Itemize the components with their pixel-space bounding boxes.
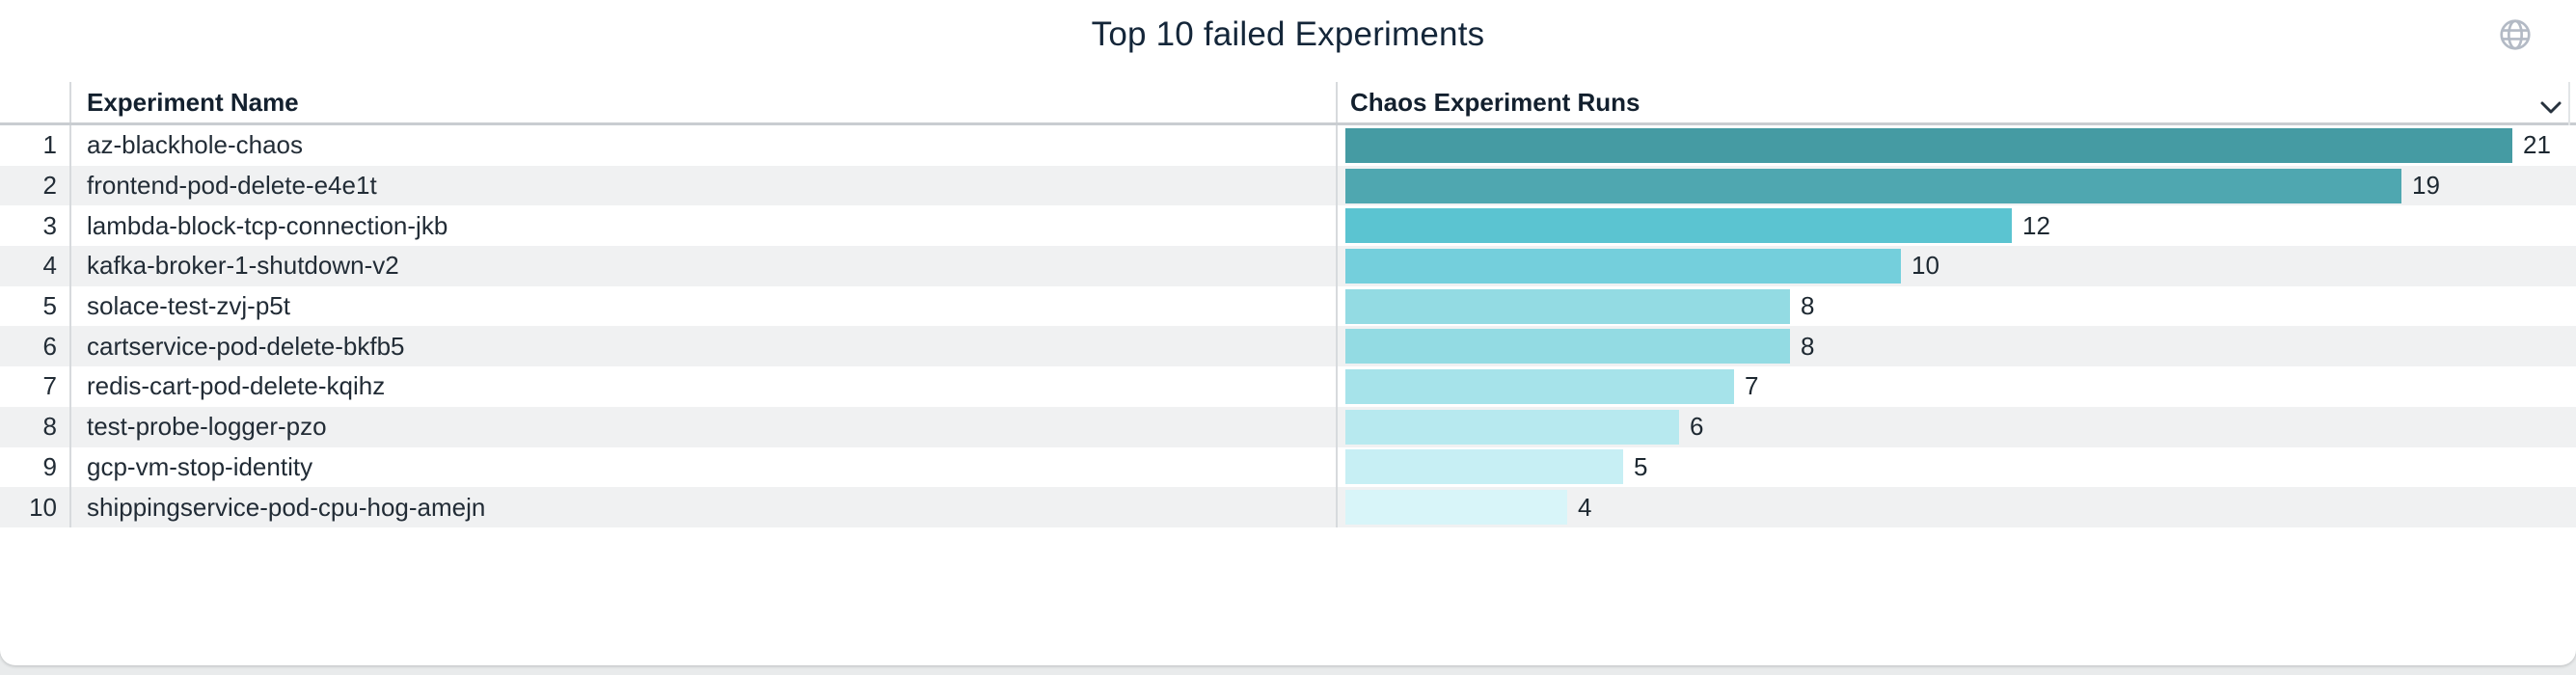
chart-title: Top 10 failed Experiments <box>1091 15 1485 53</box>
runs-cell: 12 <box>1336 205 2576 247</box>
row-rank: 10 <box>29 492 57 522</box>
run-count-bar <box>1345 127 2512 163</box>
table-row[interactable]: 2 frontend-pod-delete-e4e1t 19 <box>0 165 2576 206</box>
run-count-value: 12 <box>2022 210 2050 240</box>
runs-cell: 6 <box>1336 406 2576 447</box>
row-rank: 4 <box>42 251 57 281</box>
run-count-bar <box>1345 368 1734 404</box>
run-count-bar <box>1345 208 2012 244</box>
header-chaos-experiment-runs[interactable]: Chaos Experiment Runs <box>1336 82 2576 125</box>
row-rank: 1 <box>42 130 57 160</box>
table-header-row: Experiment Name Chaos Experiment Runs <box>0 82 2576 125</box>
table-body: 1 az-blackhole-chaos 21 2 frontend-pod-d… <box>0 125 2576 527</box>
runs-cell: 7 <box>1336 366 2576 407</box>
table-row[interactable]: 3 lambda-block-tcp-connection-jkb 12 <box>0 205 2576 247</box>
run-count-value: 8 <box>1801 331 1815 361</box>
run-count-value: 6 <box>1690 412 1704 442</box>
run-count-bar <box>1345 490 1567 526</box>
run-count-bar <box>1345 329 1790 364</box>
runs-cell: 8 <box>1336 326 2576 367</box>
run-count-value: 21 <box>2523 130 2551 160</box>
experiment-name: gcp-vm-stop-identity <box>69 446 1336 488</box>
run-count-bar <box>1345 288 1790 324</box>
experiment-name: frontend-pod-delete-e4e1t <box>69 165 1336 206</box>
chevron-down-icon[interactable] <box>2537 94 2564 114</box>
table-row[interactable]: 6 cartservice-pod-delete-bkfb5 8 <box>0 326 2576 367</box>
experiment-name: cartservice-pod-delete-bkfb5 <box>69 326 1336 367</box>
row-rank: 8 <box>42 412 57 442</box>
run-count-value: 19 <box>2412 171 2440 201</box>
runs-cell: 8 <box>1336 285 2576 327</box>
row-rank: 2 <box>42 171 57 201</box>
table-row[interactable]: 4 kafka-broker-1-shutdown-v2 10 <box>0 246 2576 286</box>
run-count-value: 5 <box>1634 451 1648 481</box>
experiment-name: kafka-broker-1-shutdown-v2 <box>69 246 1336 286</box>
row-rank: 9 <box>42 451 57 481</box>
run-count-value: 8 <box>1801 291 1815 321</box>
table-row[interactable]: 7 redis-cart-pod-delete-kqihz 7 <box>0 366 2576 407</box>
table-row[interactable]: 9 gcp-vm-stop-identity 5 <box>0 446 2576 488</box>
header-runs-label: Chaos Experiment Runs <box>1350 87 1641 117</box>
run-count-bar <box>1345 168 2401 203</box>
table-row[interactable]: 10 shippingservice-pod-cpu-hog-amejn 4 <box>0 487 2576 527</box>
run-count-bar <box>1345 248 1901 284</box>
table-row[interactable]: 8 test-probe-logger-pzo 6 <box>0 406 2576 447</box>
experiment-name: test-probe-logger-pzo <box>69 406 1336 447</box>
experiment-name: redis-cart-pod-delete-kqihz <box>69 366 1336 407</box>
row-rank: 3 <box>42 210 57 240</box>
runs-cell: 4 <box>1336 487 2576 527</box>
runs-cell: 19 <box>1336 165 2576 206</box>
runs-cell: 21 <box>1336 125 2576 166</box>
table-row[interactable]: 5 solace-test-zvj-p5t 8 <box>0 285 2576 327</box>
runs-cell: 10 <box>1336 246 2576 286</box>
experiments-table: Experiment Name Chaos Experiment Runs 1 … <box>0 82 2576 527</box>
experiment-name: lambda-block-tcp-connection-jkb <box>69 205 1336 247</box>
header-experiment-name[interactable]: Experiment Name <box>69 82 1336 122</box>
runs-cell: 5 <box>1336 446 2576 488</box>
table-row[interactable]: 1 az-blackhole-chaos 21 <box>0 125 2576 166</box>
header-right-divider <box>2568 82 2570 125</box>
row-rank: 7 <box>42 371 57 401</box>
run-count-value: 4 <box>1578 492 1592 522</box>
experiment-name: az-blackhole-chaos <box>69 125 1336 166</box>
experiment-name: shippingservice-pod-cpu-hog-amejn <box>69 487 1336 527</box>
run-count-value: 7 <box>1745 371 1759 401</box>
globe-icon[interactable] <box>2497 16 2534 53</box>
row-rank: 6 <box>42 331 57 361</box>
run-count-value: 10 <box>1912 251 1939 281</box>
run-count-bar <box>1345 449 1623 485</box>
run-count-bar <box>1345 409 1679 445</box>
row-rank: 5 <box>42 291 57 321</box>
experiment-name: solace-test-zvj-p5t <box>69 285 1336 327</box>
header-rank-column <box>0 82 69 122</box>
